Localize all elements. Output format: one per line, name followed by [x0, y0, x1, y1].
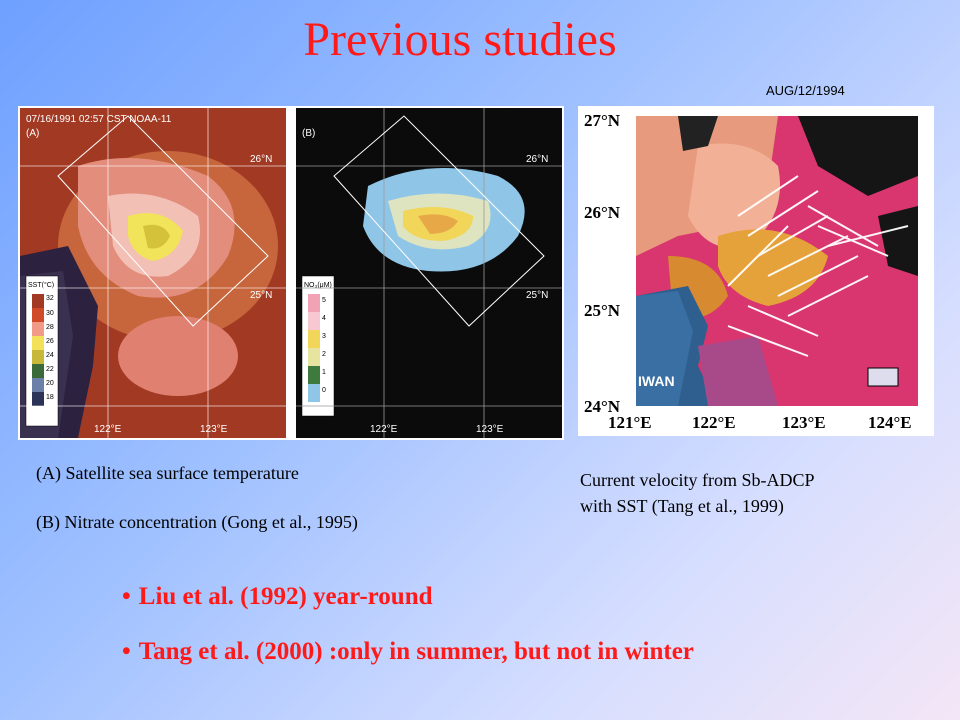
sst-legend-value: 20 [46, 380, 54, 387]
panel-b-lon-122: 122°E [370, 424, 398, 435]
sst-legend-value: 18 [46, 394, 54, 401]
bullet-text: Tang et al. (2000) :only in summer, but … [138, 638, 694, 665]
adcp-lat-24: 24°N [584, 397, 621, 416]
left-caption-line2: (B) Nitrate concentration (Gong et al., … [36, 512, 358, 532]
adcp-lon-123: 123°E [782, 413, 826, 432]
nitrate-legend-value: 2 [322, 351, 326, 358]
panel-b-lon-123: 123°E [476, 424, 504, 435]
sst-legend-value: 32 [46, 295, 54, 302]
satellite-figure: SST(°C) 32 30 28 26 24 22 20 18 07/16/19… [18, 106, 564, 440]
sst-legend-value: 30 [46, 310, 54, 317]
panel-b-lat-25: 25°N [526, 290, 548, 301]
panel-b-lat-26: 26°N [526, 154, 548, 165]
bullet-dot-icon: • [122, 583, 131, 610]
panel-a-lon-123: 123°E [200, 424, 228, 435]
adcp-lat-26: 26°N [584, 203, 621, 222]
sst-legend-title: SST(°C) [28, 281, 54, 289]
panel-b-nitrate: NO₃(μM) 5 4 3 2 1 0 (B) 26°N 25°N 122°E … [296, 108, 562, 438]
nitrate-legend-value: 5 [322, 297, 326, 304]
adcp-lon-122: 122°E [692, 413, 736, 432]
panel-a-sst: SST(°C) 32 30 28 26 24 22 20 18 07/16/19… [20, 108, 286, 438]
panel-a-lat-25: 25°N [250, 290, 272, 301]
adcp-map [636, 116, 918, 406]
bullet-dot-icon: • [122, 638, 131, 665]
adcp-lat-27: 27°N [584, 111, 621, 130]
sst-legend-value: 24 [46, 352, 54, 359]
nitrate-legend-value: 3 [322, 333, 326, 340]
nitrate-legend-value: 4 [322, 315, 326, 322]
adcp-land-label: IWAN [638, 373, 675, 389]
nitrate-legend-title: NO₃(μM) [304, 282, 332, 289]
adcp-lon-124: 124°E [868, 413, 912, 432]
bullet-item: • Tang et al. (2000) :only in summer, but… [122, 638, 694, 666]
panel-a-label: (A) [26, 128, 39, 139]
nitrate-legend-value: 0 [322, 387, 326, 394]
panel-b-label: (B) [302, 128, 315, 139]
adcp-lat-25: 25°N [584, 301, 621, 320]
nitrate-legend-value: 1 [322, 369, 326, 376]
right-caption-line2: with SST (Tang et al., 1999) [580, 496, 784, 516]
panel-a-lat-26: 26°N [250, 154, 272, 165]
panel-a-header: 07/16/1991 02:57 CST NOAA-11 [26, 114, 172, 125]
bullet-item: • Liu et al. (1992) year-round [122, 583, 433, 611]
adcp-lon-121: 121°E [608, 413, 652, 432]
left-caption-line1: (A) Satellite sea surface temperature [36, 463, 299, 483]
sst-legend-value: 22 [46, 366, 54, 373]
slide-title: Previous studies [303, 13, 617, 66]
adcp-figure: 27°N 26°N 25°N 24°N 121°E 122°E 123°E 12… [578, 106, 934, 436]
date-label: AUG/12/1994 [766, 83, 845, 98]
right-caption-line1: Current velocity from Sb-ADCP [580, 470, 815, 490]
bullet-text: Liu et al. (1992) year-round [138, 583, 433, 610]
sst-legend-value: 28 [46, 324, 54, 331]
sst-legend-value: 26 [46, 338, 54, 345]
panel-a-lon-122: 122°E [94, 424, 122, 435]
